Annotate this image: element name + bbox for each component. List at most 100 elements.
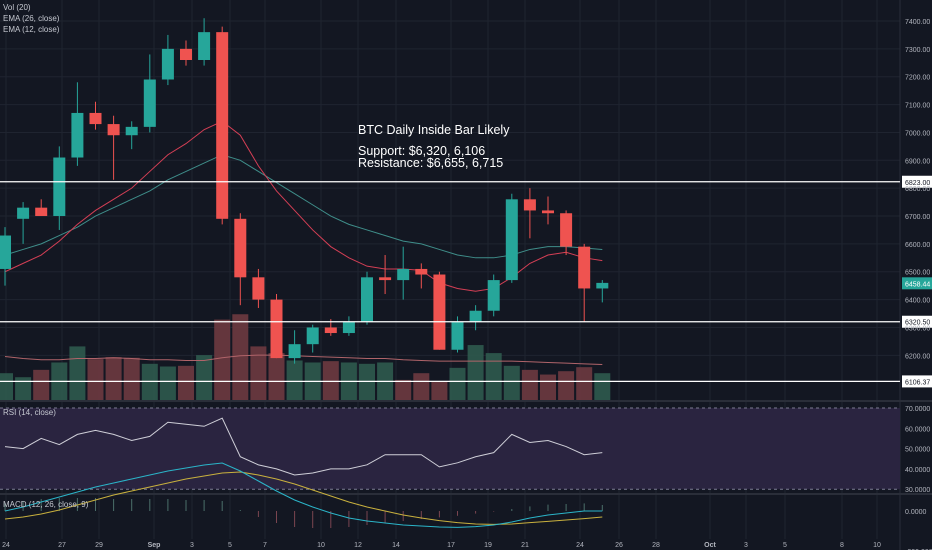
annotation-support: Support: $6,320, 6,106 [358, 144, 486, 158]
volume-bar [123, 357, 140, 400]
macd-histogram-bar [402, 511, 404, 521]
level-label-box [902, 375, 932, 388]
rsi-band-fill [0, 408, 900, 490]
candle-body [523, 199, 536, 211]
volume-indicator-label[interactable]: Vol (20) [3, 3, 31, 12]
candle-body [433, 274, 446, 350]
volume-bar [431, 381, 448, 400]
rsi-pane [0, 407, 900, 490]
volume-bar [268, 353, 285, 400]
macd-signal-line [4, 471, 603, 525]
macd-histogram-bar [565, 504, 567, 511]
time-tick-label: 28 [652, 542, 660, 549]
time-tick-label: 19 [484, 542, 492, 549]
macd-histogram-bar [221, 501, 223, 511]
price-tick-label: 6900.00 [905, 158, 930, 165]
macd-histogram-bar [113, 499, 115, 511]
level-label: 6320.50 [905, 320, 930, 327]
volume-bar [87, 359, 104, 400]
volume-bar [503, 365, 520, 400]
candle-body [505, 199, 518, 281]
candle-body [0, 235, 11, 269]
rsi-line [4, 417, 603, 476]
volume-bar [395, 379, 412, 400]
candle-body [324, 327, 337, 334]
candle-body [107, 124, 120, 136]
candle-body [397, 268, 410, 281]
candle-body [35, 207, 48, 217]
price-tick-label: 6800.00 [905, 186, 930, 193]
macd-histogram-bar [95, 498, 96, 511]
price-tick-label: 6500.00 [905, 270, 930, 277]
candle-body [560, 213, 573, 247]
time-tick-label: 12 [354, 542, 362, 549]
rsi-indicator-label[interactable]: RSI (14, close) [3, 408, 56, 417]
level-label: 6106.37 [905, 379, 930, 386]
candle-body [143, 79, 156, 127]
price-tick-label: 7400.00 [905, 19, 930, 26]
macd-histogram-bar [40, 499, 42, 511]
candle-body [270, 299, 283, 359]
macd-histogram-bar [348, 511, 350, 527]
price-tick-label: 6400.00 [905, 298, 930, 305]
candle-body [17, 207, 30, 219]
volume-bar [159, 366, 176, 400]
horizontal-levels[interactable] [0, 181, 900, 383]
price-tick-label: 7300.00 [905, 47, 930, 54]
ema-lines [4, 120, 603, 292]
candle-body [578, 246, 591, 289]
candle-body [161, 48, 174, 80]
volume-bar [521, 369, 538, 400]
candle-body [288, 344, 301, 359]
volume-bar [69, 346, 86, 400]
time-tick-label: Oct [704, 542, 716, 549]
rsi-tick-label: 60.0000 [905, 426, 930, 433]
volume-bar [286, 360, 303, 400]
volume-bar [467, 345, 484, 400]
time-tick-label: 17 [447, 542, 455, 549]
level-label: 6823.00 [905, 180, 930, 187]
volume-bar [196, 355, 213, 400]
macd-histogram-bar [131, 499, 133, 511]
macd-histogram-bar [366, 511, 368, 525]
macd-histogram-bar [4, 503, 6, 511]
ema-fast-indicator-label[interactable]: EMA (12, close) [3, 25, 60, 34]
candlesticks[interactable] [0, 18, 609, 364]
macd-indicator-label[interactable]: MACD (12, 26, close, 9) [3, 500, 89, 509]
volume-bar [0, 373, 13, 400]
time-tick-label: 10 [873, 542, 881, 549]
macd-histogram-bar [312, 511, 314, 528]
annotation-title: BTC Daily Inside Bar Likely [358, 123, 510, 137]
price-tick-label: 6600.00 [905, 242, 930, 249]
macd-histogram-bar [276, 511, 277, 523]
time-tick-label: 14 [392, 542, 400, 549]
macd-histogram-bar [438, 511, 440, 518]
rsi-tick-label: 70.0000 [905, 406, 930, 413]
macd-pane [4, 462, 603, 528]
time-tick-label: 8 [840, 542, 844, 549]
macd-histogram-bar [58, 498, 60, 511]
candle-body [216, 32, 229, 219]
candle-body [596, 282, 609, 289]
candle-body [71, 112, 84, 158]
candle-body [306, 327, 319, 345]
price-tick-label: 6700.00 [905, 214, 930, 221]
ema-slow-indicator-label[interactable]: EMA (26, close) [3, 14, 60, 23]
volume-bar [558, 371, 575, 400]
candle-body [379, 277, 392, 281]
volume-bar [232, 314, 249, 400]
volume-bar [485, 353, 502, 400]
level-label-box [902, 175, 932, 188]
level-label-box [902, 315, 932, 328]
time-tick-label: 5 [228, 542, 232, 549]
macd-histogram-bar [22, 501, 24, 511]
volume-sma-line [4, 354, 603, 365]
time-tick-label: Sep [148, 542, 161, 549]
candle-body [361, 277, 373, 322]
price-tick-label: 6300.00 [905, 325, 930, 332]
volume-bar [576, 367, 593, 400]
macd-histogram-bar [330, 511, 332, 528]
price-tick-label: 7100.00 [905, 103, 930, 110]
macd-histogram-bar [203, 500, 205, 511]
